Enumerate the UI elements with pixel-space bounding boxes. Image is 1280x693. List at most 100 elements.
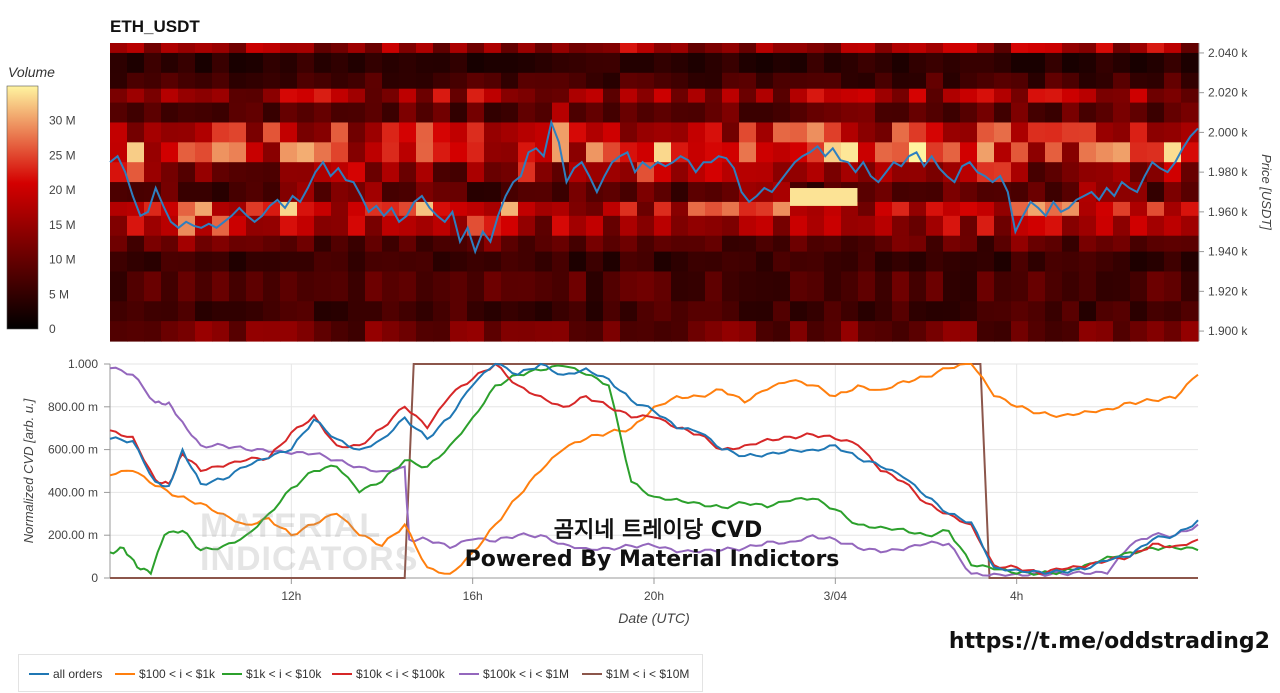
heatmap-cell [535, 52, 553, 74]
heatmap-cell [569, 43, 587, 54]
heatmap-cell [637, 102, 655, 124]
heatmap-cell [1181, 72, 1199, 90]
heatmap-cell [977, 43, 995, 54]
heatmap-cell [824, 52, 842, 74]
heatmap-cell [790, 43, 808, 54]
heatmap-cell [280, 215, 298, 237]
heatmap-cell [1011, 142, 1029, 163]
heatmap-cell [586, 271, 604, 302]
legend-item[interactable]: $100 < i < $1k [115, 667, 215, 681]
heatmap-cell [773, 88, 791, 104]
legend-item[interactable]: $1k < i < $10k [222, 667, 321, 681]
heatmap-cell [365, 102, 383, 124]
heatmap-cell [535, 235, 553, 253]
legend-item[interactable]: $1M < i < $10M [582, 667, 689, 681]
telegram-url[interactable]: https://t.me/oddstrading2 [948, 629, 1270, 654]
heatmap-cell [127, 321, 145, 342]
heatmap-cell [127, 122, 145, 143]
heatmap-cell [518, 301, 536, 322]
legend-item[interactable]: $10k < i < $100k [332, 667, 445, 681]
heatmap-cell [773, 235, 791, 253]
heatmap-cell [348, 88, 366, 104]
heatmap-cell [246, 271, 264, 302]
heatmap-cell [1011, 88, 1029, 104]
heatmap-cell [824, 215, 842, 237]
heatmap-cell [977, 102, 995, 124]
heatmap-cell [212, 43, 230, 54]
legend-item[interactable]: all orders [29, 667, 102, 681]
heatmap-cell [246, 72, 264, 90]
heatmap-cell [501, 301, 519, 322]
heatmap-cell [620, 102, 638, 124]
heatmap-cell [620, 72, 638, 90]
heatmap-cell [943, 52, 961, 74]
heatmap-cell [994, 43, 1012, 54]
heatmap-cell [637, 235, 655, 253]
heatmap-cell [246, 52, 264, 74]
heatmap-cell [824, 142, 842, 163]
heatmap-cell [620, 235, 638, 253]
heatmap-cell [909, 88, 927, 104]
heatmap-cell [671, 215, 689, 237]
heatmap-cell [127, 102, 145, 124]
heatmap-cell [1045, 102, 1063, 124]
heatmap-cell [399, 142, 417, 163]
heatmap-cell [161, 201, 179, 217]
heatmap-cell [365, 52, 383, 74]
legend-item[interactable]: $100k < i < $1M [459, 667, 569, 681]
heatmap-cell [314, 301, 332, 322]
heatmap-cell [280, 321, 298, 342]
heatmap-cell [433, 43, 451, 54]
heatmap-cell [212, 142, 230, 163]
heatmap-cell [1062, 182, 1080, 203]
heatmap-cell [1113, 301, 1131, 322]
heatmap-cell [161, 88, 179, 104]
heatmap-cell [858, 122, 876, 143]
heatmap-cell [790, 122, 808, 143]
heatmap-cell [892, 301, 910, 322]
heatmap-cell [722, 88, 740, 104]
heatmap-cell [382, 72, 400, 90]
heatmap-cell [1181, 215, 1199, 237]
heatmap-cell [586, 215, 604, 237]
heatmap-cell [671, 102, 689, 124]
heatmap-cell [1164, 88, 1182, 104]
price-tick-label: 1.920 k [1208, 284, 1248, 298]
heatmap-cell [535, 321, 553, 342]
heatmap-cell [603, 122, 621, 143]
heatmap-cell [1130, 43, 1148, 54]
heatmap-cell [569, 52, 587, 74]
heatmap-cell [671, 43, 689, 54]
heatmap-cell [416, 251, 434, 273]
heatmap-cell [1164, 162, 1182, 183]
heatmap-cell [229, 321, 247, 342]
heatmap-cell [773, 271, 791, 302]
heatmap-cell [501, 122, 519, 143]
heatmap-cell [705, 321, 723, 342]
heatmap-cell [518, 52, 536, 74]
heatmap-cell [739, 52, 757, 74]
heatmap-cell [229, 215, 247, 237]
heatmap-cell [1079, 182, 1097, 203]
heatmap-cell [144, 271, 162, 302]
heatmap-cell [756, 201, 774, 217]
heatmap-cell [552, 251, 570, 273]
heatmap-cell [161, 142, 179, 163]
heatmap-cell [433, 162, 451, 183]
heatmap-cell [790, 271, 808, 302]
heatmap-cell [960, 43, 978, 54]
heatmap-cell [348, 102, 366, 124]
heatmap-cell [1113, 142, 1131, 163]
heatmap-cell [620, 201, 638, 217]
heatmap-cell [960, 52, 978, 74]
heatmap-cell [484, 142, 502, 163]
heatmap-cell [416, 52, 434, 74]
heatmap-cell [654, 102, 672, 124]
heatmap-cell [263, 102, 281, 124]
heatmap-cell [433, 235, 451, 253]
heatmap-cell [1045, 301, 1063, 322]
heatmap-cell [994, 201, 1012, 217]
heatmap-cell [858, 271, 876, 302]
heatmap-cell [178, 52, 196, 74]
